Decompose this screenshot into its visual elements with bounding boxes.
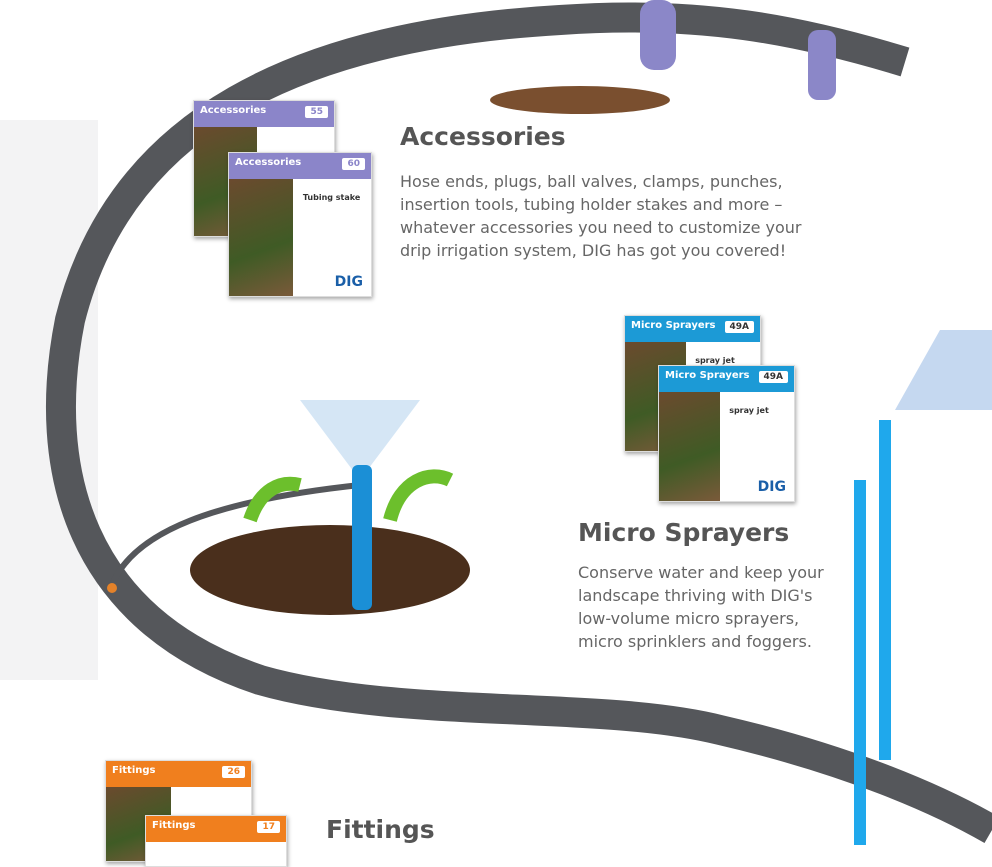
card-product: spray jet — [729, 406, 769, 415]
card-number: 17 — [257, 821, 280, 833]
card-label: Accessories — [235, 157, 301, 168]
section-text: Hose ends, plugs, ball valves, clamps, p… — [400, 170, 810, 262]
card-brand: DIG — [758, 479, 786, 495]
card-header: Accessories 60 — [229, 153, 371, 179]
section-text: Conserve water and keep your landscape t… — [578, 561, 828, 653]
section-title: Accessories — [400, 122, 566, 151]
card-brand: DIG — [335, 274, 363, 290]
sprayer-stake — [352, 465, 372, 610]
card-header: Accessories 55 — [194, 101, 334, 127]
card-label: Micro Sprayers — [665, 370, 750, 381]
card-product: Tubing stake — [303, 193, 360, 202]
mulch — [490, 86, 670, 114]
product-card: Accessories 60 Tubing stake DIG — [228, 152, 372, 297]
card-label: Micro Sprayers — [631, 320, 716, 331]
card-header: Fittings 17 — [146, 816, 286, 842]
card-number: 60 — [342, 158, 365, 170]
card-product: spray jet — [695, 356, 735, 365]
card-number: 49A — [759, 371, 789, 383]
spray — [895, 330, 992, 410]
section-title: Fittings — [326, 815, 435, 844]
hose-clamp — [808, 30, 836, 100]
soil — [190, 525, 470, 615]
card-header: Micro Sprayers 49A — [625, 316, 760, 342]
card-label: Fittings — [112, 765, 155, 776]
card-header: Micro Sprayers 49A — [659, 366, 794, 392]
card-number: 49A — [725, 321, 755, 333]
product-card: Micro Sprayers 49A spray jet DIG — [658, 365, 795, 502]
page: Accessories 55 Accessories 60 Tubing stake… — [0, 0, 992, 853]
card-number: 55 — [305, 106, 328, 118]
card-image — [229, 179, 293, 296]
card-number: 26 — [222, 766, 245, 778]
product-card: Fittings 17 — [145, 815, 287, 867]
card-label: Fittings — [152, 820, 195, 831]
tube-end — [107, 583, 117, 593]
card-header: Fittings 26 — [106, 761, 251, 787]
section-title: Micro Sprayers — [578, 518, 789, 547]
card-label: Accessories — [200, 105, 266, 116]
hose-clamp — [640, 0, 676, 70]
card-image — [659, 392, 720, 501]
